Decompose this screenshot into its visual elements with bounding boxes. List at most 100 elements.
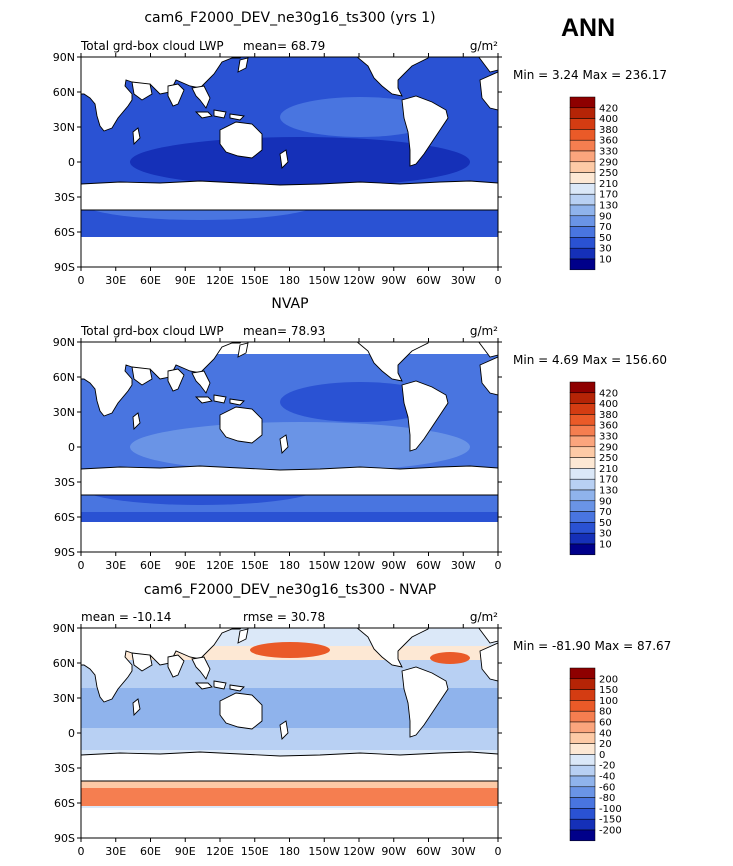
colorbar-box — [569, 818, 596, 831]
panel-title: cam6_F2000_DEV_ne30g16_ts300 - NVAP — [144, 582, 436, 598]
panel-mid-label: mean= 78.93 — [243, 324, 325, 338]
colorbar-label: -20 — [599, 761, 615, 772]
colorbar-label: 70 — [599, 507, 612, 518]
colorbar-label: 200 — [599, 674, 618, 685]
colorbar-label: 400 — [599, 114, 618, 125]
colorbar-box — [569, 457, 596, 469]
colorbar-label: 90 — [599, 496, 612, 507]
colorbar-box — [569, 446, 596, 458]
colorbar-box — [569, 678, 596, 690]
lat-tick-label: 90N — [53, 622, 75, 635]
colorbar-label: 70 — [599, 222, 612, 233]
lat-tick-label: 90S — [54, 261, 75, 274]
lat-tick-label: 90N — [53, 51, 75, 64]
map-field — [81, 628, 498, 838]
colorbar-label: 170 — [599, 190, 618, 201]
lon-tick-label: 150W — [308, 559, 340, 572]
lon-tick-label: 30E — [105, 845, 126, 858]
colorbar-box — [569, 118, 596, 130]
colorbar-label: 400 — [599, 399, 618, 410]
lon-tick-label: 120E — [206, 274, 234, 287]
map-field — [81, 57, 498, 267]
lat-tick-label: 60S — [54, 226, 75, 239]
colorbar-box — [569, 129, 596, 141]
lon-tick-label: 60E — [140, 559, 161, 572]
colorbar-box — [569, 468, 596, 480]
lon-tick-label: 0 — [495, 845, 502, 858]
colorbar-label: 40 — [599, 728, 612, 739]
colorbar-label: 330 — [599, 432, 618, 443]
colorbar-box — [569, 215, 596, 227]
lon-tick-label: 30E — [105, 559, 126, 572]
lon-tick-label: 60W — [416, 559, 441, 572]
lon-tick-label: 60W — [416, 274, 441, 287]
colorbar-box — [569, 532, 596, 545]
lat-tick-label: 90S — [54, 832, 75, 845]
colorbar-label: 100 — [599, 696, 618, 707]
colorbar-box — [569, 522, 596, 534]
panel-units: g/m² — [470, 610, 498, 624]
colorbar-box — [569, 797, 596, 809]
map-panel: cam6_F2000_DEV_ne30g16_ts300 - NVAP mean … — [53, 582, 672, 858]
colorbar-box — [569, 258, 596, 271]
lon-tick-label: 150W — [308, 845, 340, 858]
lon-tick-label: 0 — [78, 845, 85, 858]
lon-tick-label: 90W — [381, 845, 406, 858]
colorbar-box — [569, 786, 596, 798]
lat-tick-label: 90N — [53, 336, 75, 349]
lat-tick-label: 30N — [53, 406, 75, 419]
colorbar-label: 420 — [599, 103, 618, 114]
lat-tick-label: 60N — [53, 657, 75, 670]
lon-tick-label: 120W — [343, 845, 375, 858]
panel-title: cam6_F2000_DEV_ne30g16_ts300 (yrs 1) — [144, 10, 435, 26]
colorbar-box — [569, 710, 596, 723]
colorbar-box — [569, 172, 596, 184]
lat-tick-label: 30N — [53, 692, 75, 705]
lon-tick-label: 90E — [175, 274, 196, 287]
lat-tick-label: 30S — [54, 476, 75, 489]
lon-tick-label: 120W — [343, 559, 375, 572]
colorbar-box — [569, 139, 596, 152]
colorbar-box — [569, 543, 596, 556]
colorbar-label: 60 — [599, 718, 612, 729]
panel-min-max: Min = 4.69 Max = 156.60 — [513, 353, 667, 367]
colorbar-box — [569, 829, 596, 842]
colorbar-box — [569, 161, 596, 173]
colorbar-box — [569, 107, 596, 119]
colorbar-label: -40 — [599, 772, 615, 783]
colorbar-box — [569, 381, 596, 394]
lon-tick-label: 120W — [343, 274, 375, 287]
panel-title: NVAP — [271, 296, 308, 312]
panel-min-max: Min = -81.90 Max = 87.67 — [513, 639, 671, 653]
colorbar-label: -200 — [599, 826, 622, 837]
colorbar-box — [569, 237, 596, 249]
lat-tick-label: 0 — [68, 441, 75, 454]
lon-tick-label: 60W — [416, 845, 441, 858]
panel-units: g/m² — [470, 39, 498, 53]
lat-tick-label: 60S — [54, 797, 75, 810]
colorbar-label: 360 — [599, 136, 618, 147]
colorbar-label: -80 — [599, 793, 615, 804]
colorbar-box — [569, 732, 596, 744]
lat-tick-label: 60N — [53, 86, 75, 99]
colorbar: 200150100806040200-20-40-60-80-100-150-2… — [569, 667, 622, 842]
colorbar-box — [569, 183, 596, 195]
colorbar-box — [569, 500, 596, 512]
panel-mid-label: rmse = 30.78 — [243, 610, 325, 624]
map-panel: cam6_F2000_DEV_ne30g16_ts300 (yrs 1) Tota… — [53, 10, 667, 287]
colorbar-label: 90 — [599, 211, 612, 222]
colorbar-label: 0 — [599, 750, 605, 761]
colorbar-box — [569, 721, 596, 734]
lon-tick-label: 90E — [175, 559, 196, 572]
lon-tick-label: 180 — [279, 274, 300, 287]
colorbar-box — [569, 435, 596, 448]
lat-tick-label: 30N — [53, 121, 75, 134]
colorbar-label: 20 — [599, 739, 612, 750]
colorbar-label: 210 — [599, 179, 618, 190]
colorbar-box — [569, 689, 596, 701]
lon-tick-label: 120E — [206, 559, 234, 572]
lon-tick-label: 90W — [381, 274, 406, 287]
colorbar-box — [569, 193, 596, 206]
